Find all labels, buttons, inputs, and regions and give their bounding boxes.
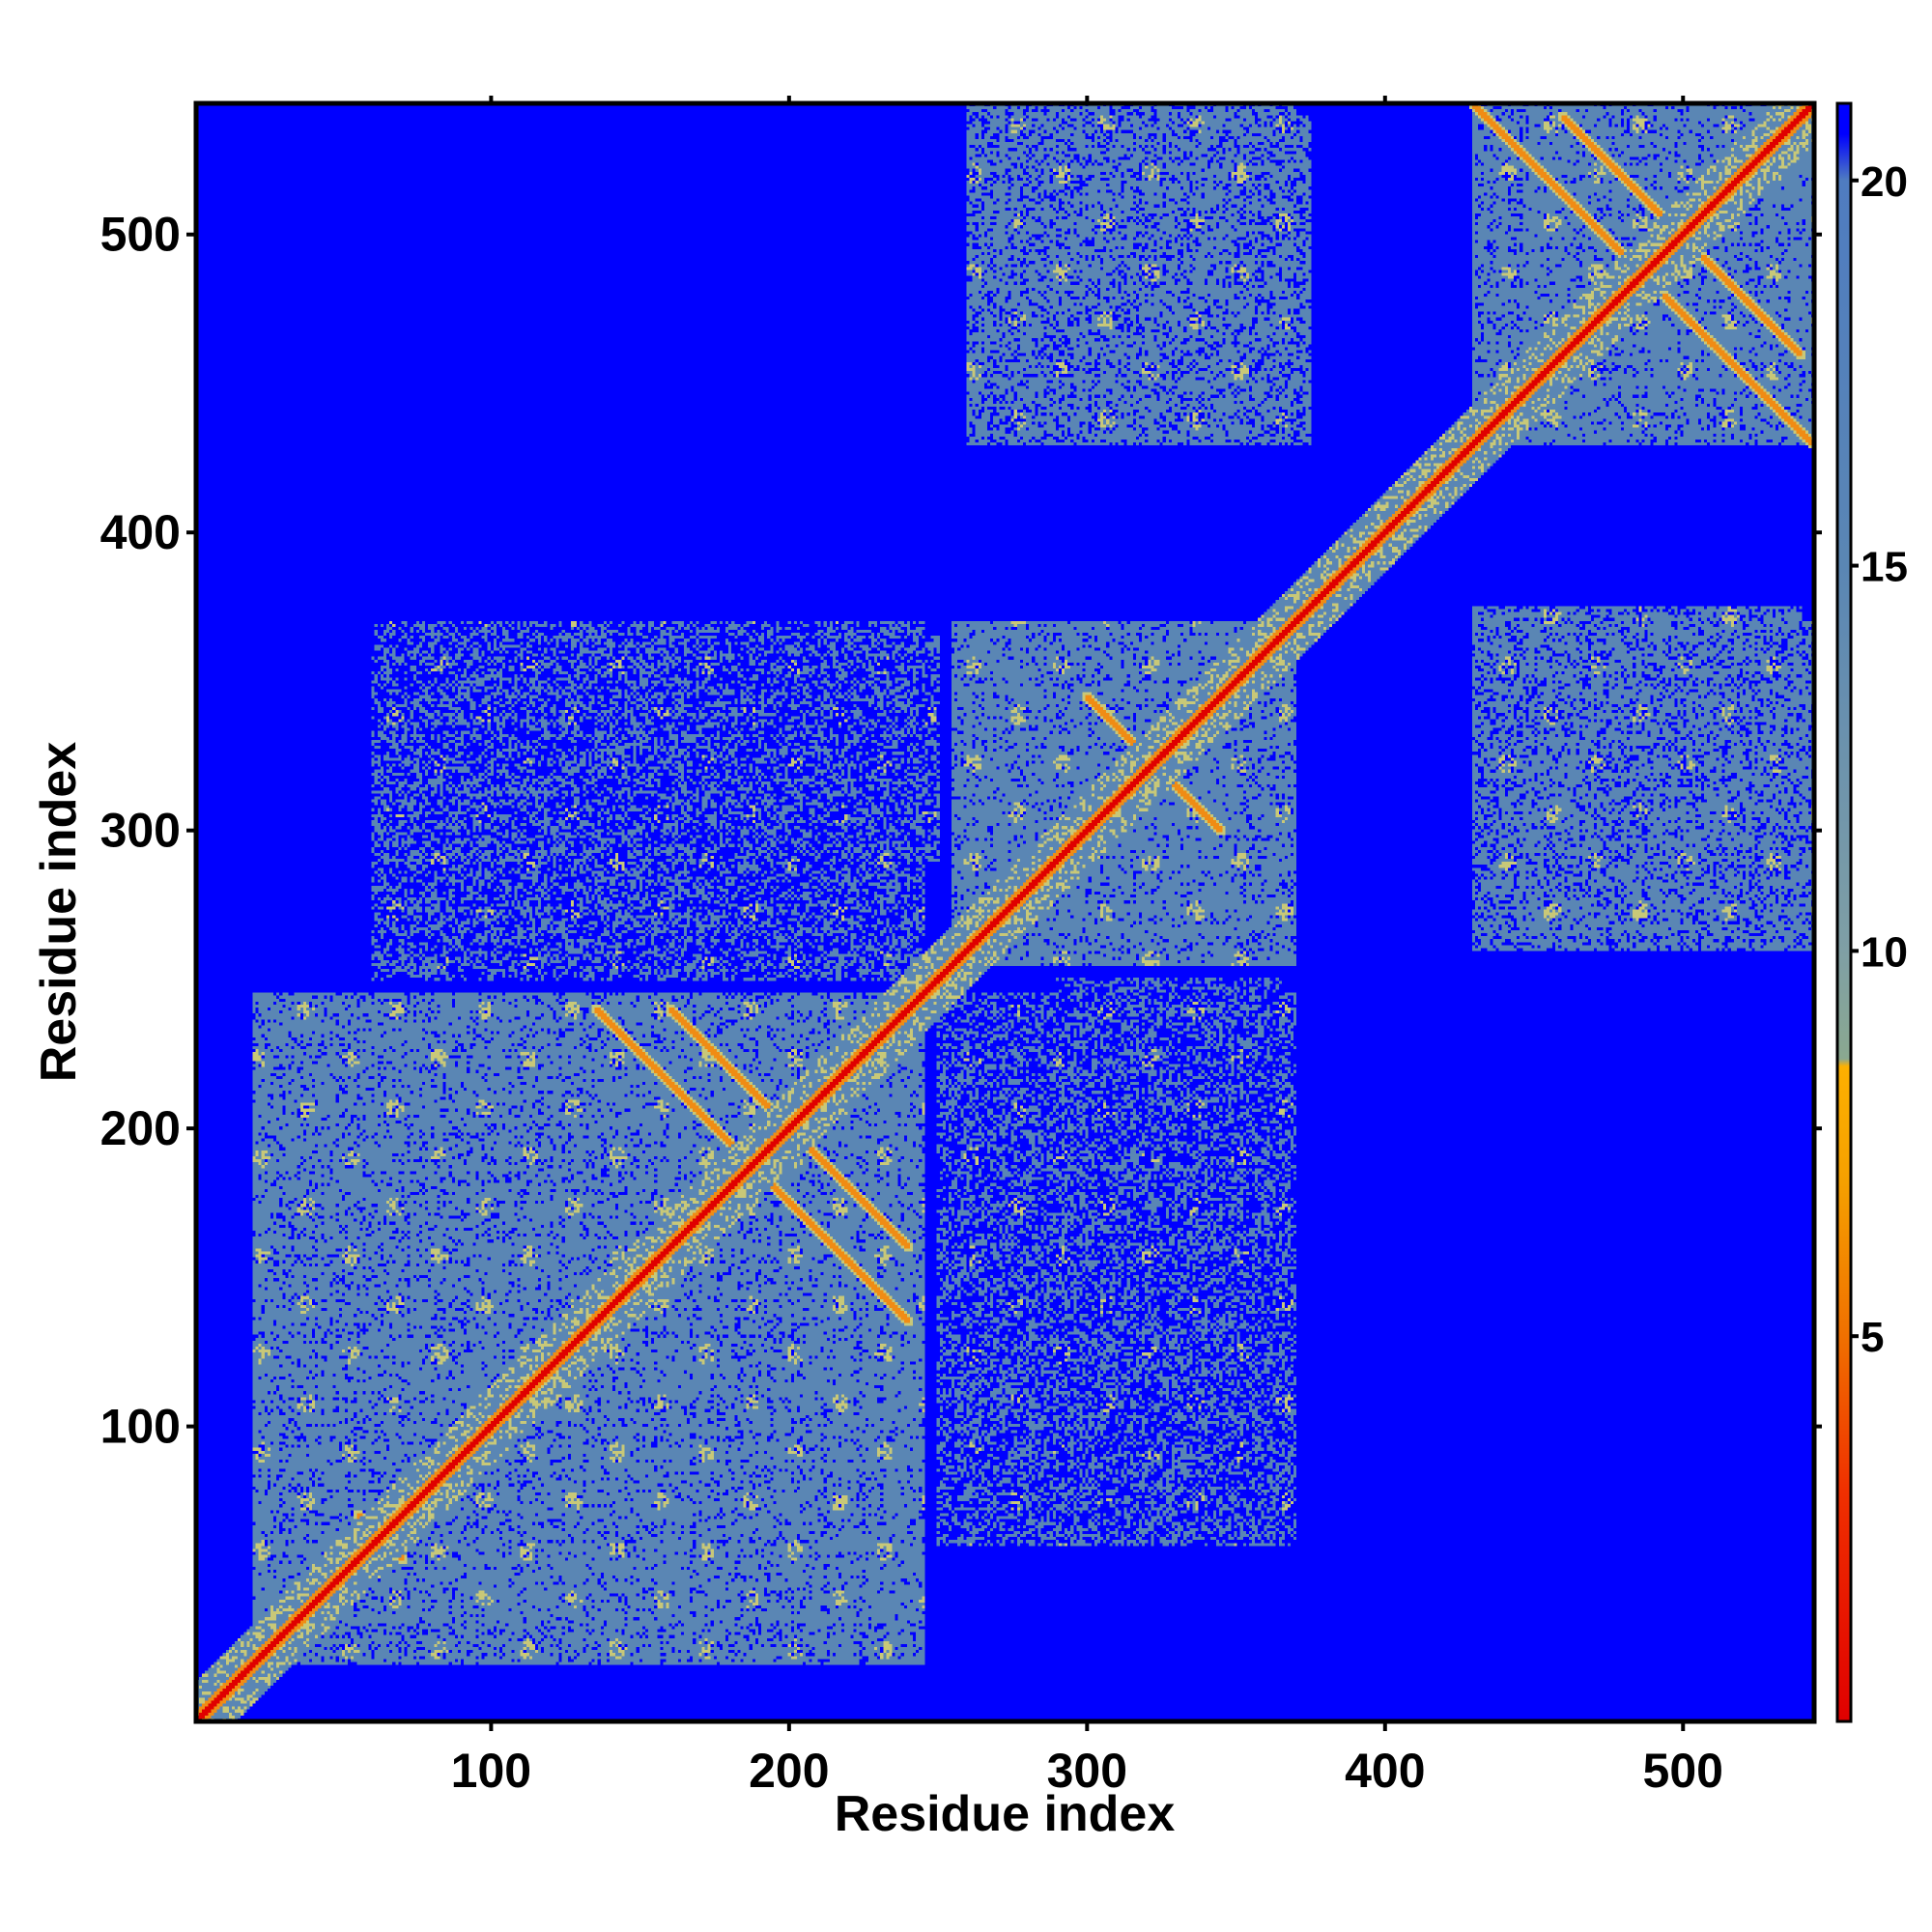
colorbar	[1835, 101, 1853, 1723]
x-axis-ticks: 100 200 300 400 500	[451, 96, 1723, 1798]
y-tick-label: 500	[100, 208, 181, 262]
colorbar-ticks: 5 10 15 20	[1851, 158, 1908, 1361]
colorbar-tick-label: 15	[1861, 544, 1908, 591]
y-axis-label: Residue index	[31, 742, 87, 1083]
colorbar-tick-label: 20	[1861, 158, 1908, 206]
heatmap-area	[196, 103, 1814, 1721]
y-tick-label: 100	[100, 1400, 181, 1454]
colorbar-tick-label: 5	[1861, 1314, 1884, 1361]
y-tick-label: 200	[100, 1101, 181, 1155]
x-tick-label: 100	[451, 1744, 531, 1798]
y-tick-label: 300	[100, 804, 181, 858]
x-tick-label: 400	[1345, 1744, 1425, 1798]
x-tick-label: 500	[1643, 1744, 1723, 1798]
y-tick-label: 400	[100, 505, 181, 559]
x-tick-label: 300	[1047, 1744, 1127, 1798]
heatmap-cells	[196, 103, 1814, 1721]
x-tick-label: 200	[749, 1744, 829, 1798]
plot-frame	[193, 100, 1817, 1724]
y-axis-ticks: 100 200 300 400 500	[100, 208, 1822, 1454]
x-axis-label: Residue index	[835, 1786, 1176, 1842]
colorbar-tick-label: 10	[1861, 928, 1908, 976]
colorbar-gradient	[1835, 101, 1853, 1723]
